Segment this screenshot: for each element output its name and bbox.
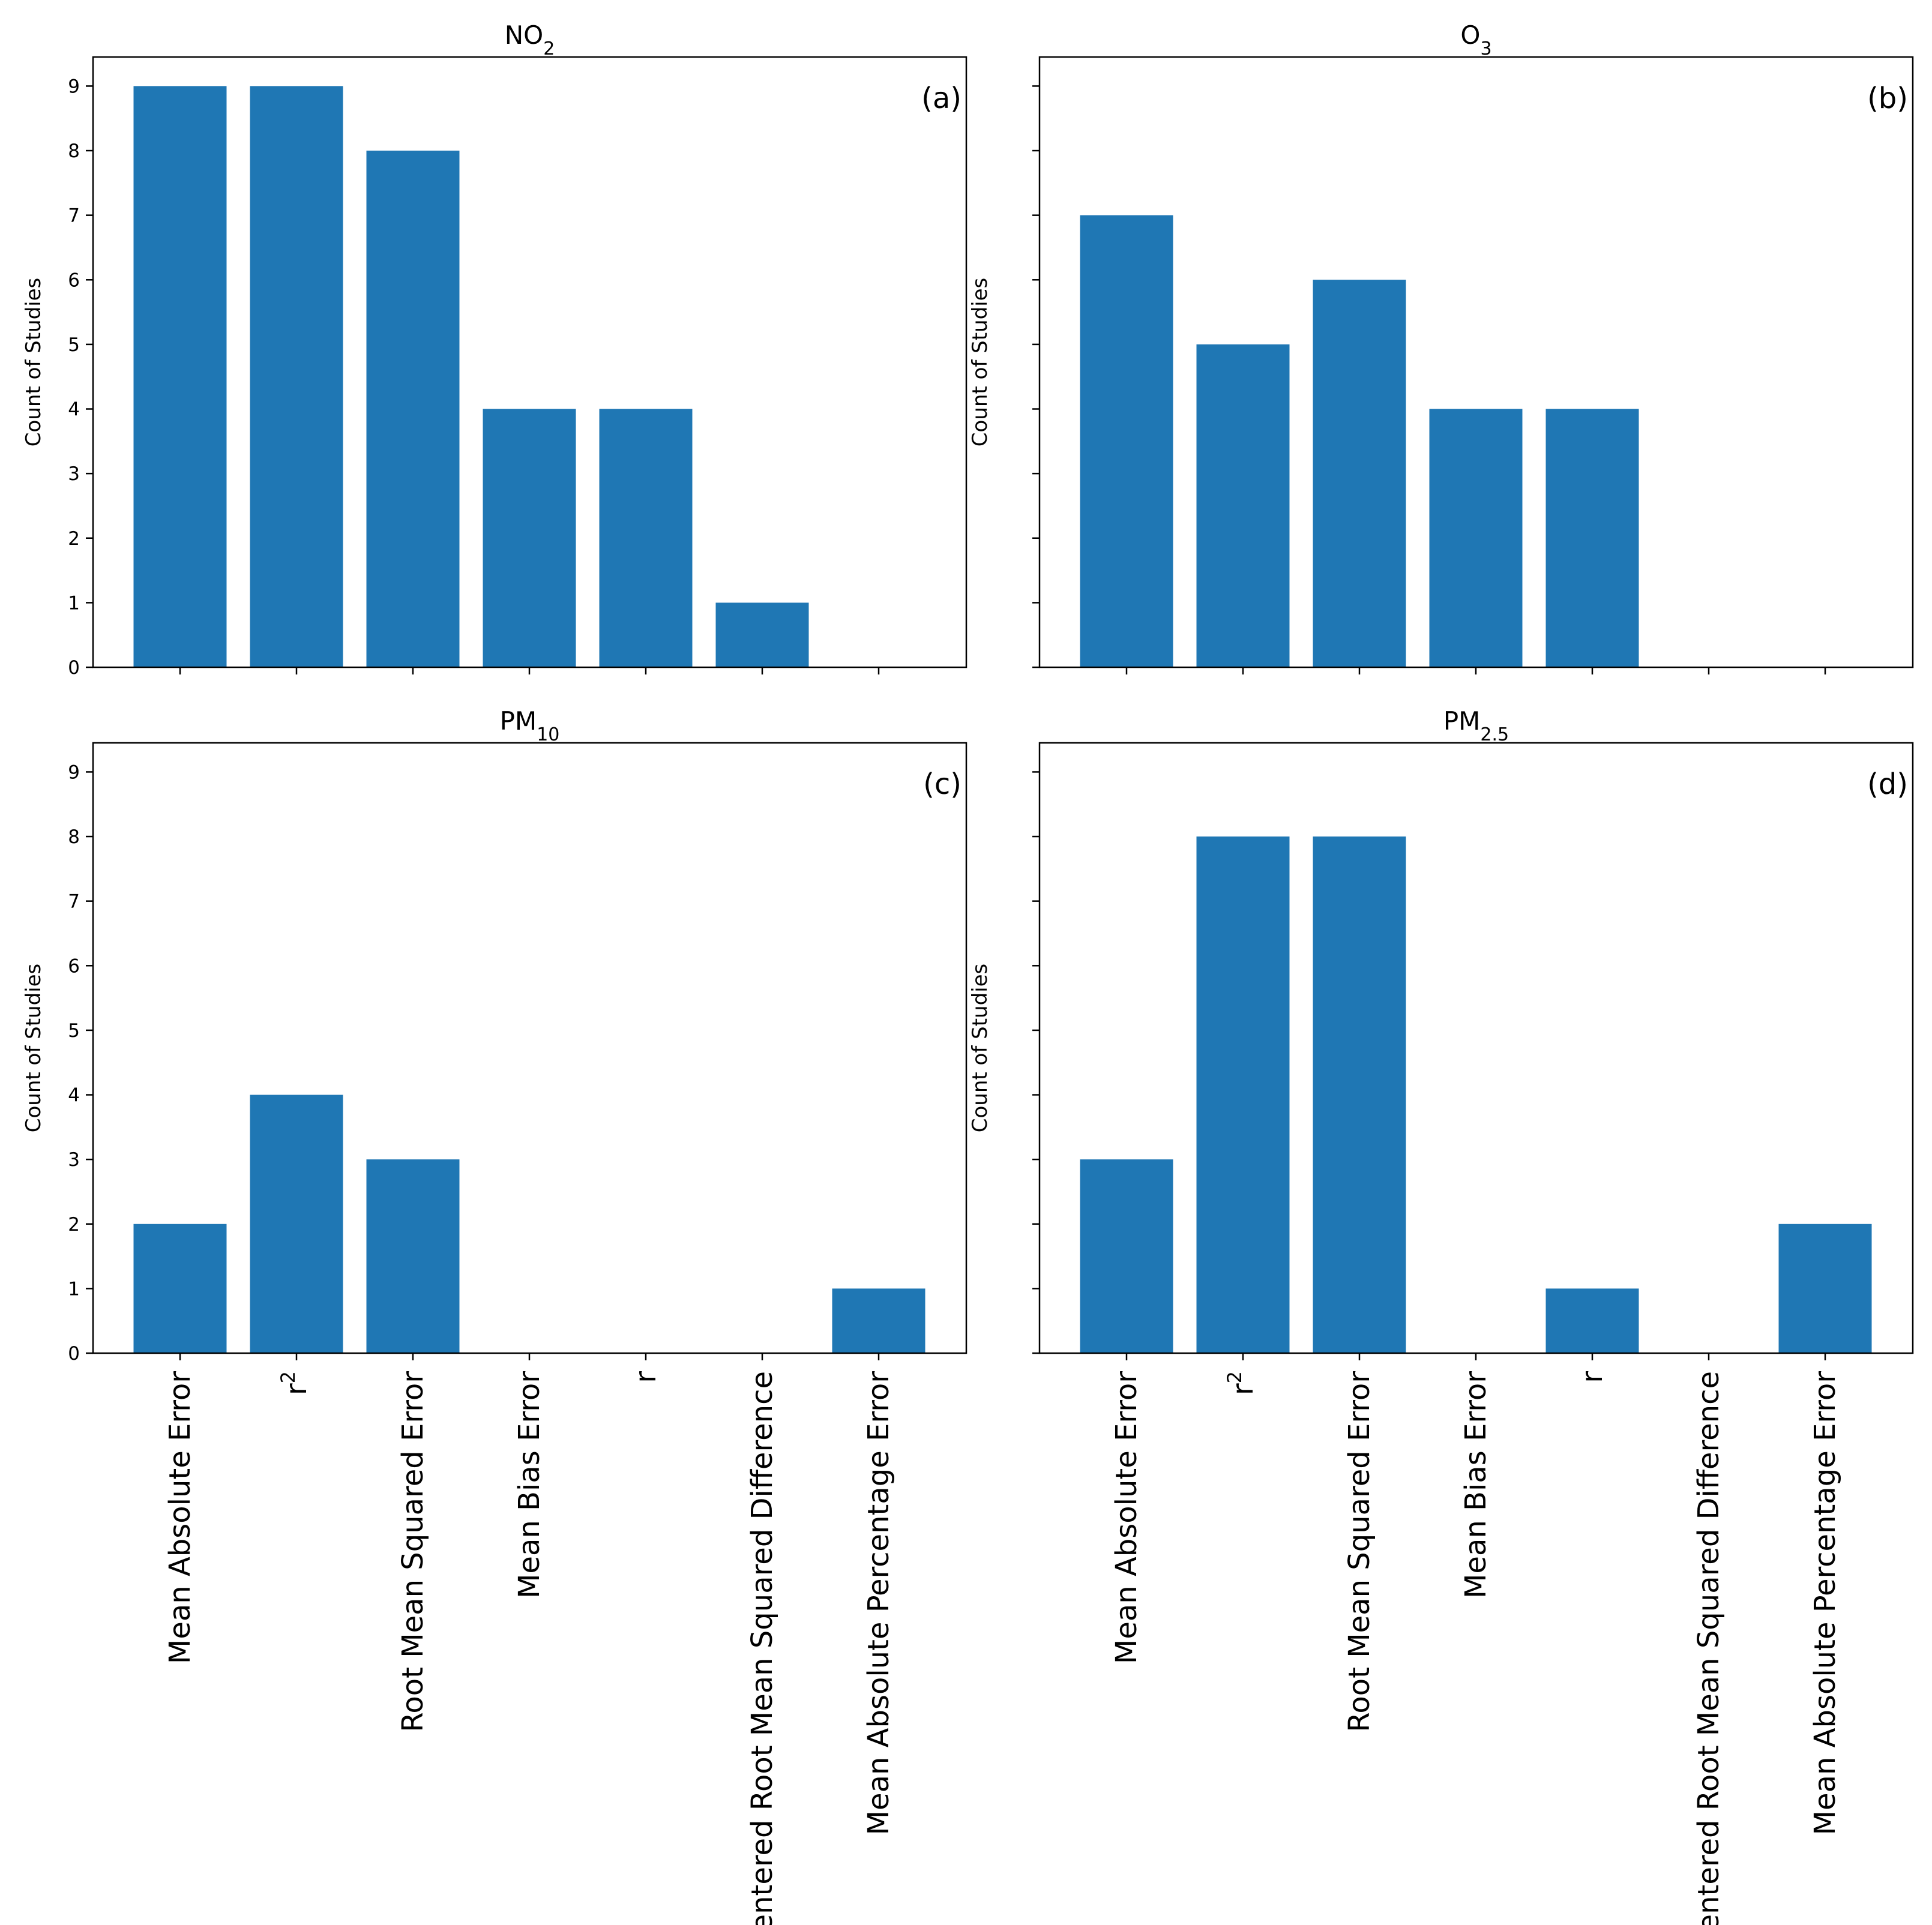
xtick-label-c-5: Centered Root Mean Squared Difference [745,1371,779,1925]
panel-title-b: O3 [1460,20,1491,59]
xtick-label-c-6: Mean Absolute Percentage Error [862,1371,895,1836]
panel-label-c: (c) [923,767,961,801]
bar-a-3 [483,409,576,667]
xtick-label-d-2: Root Mean Squared Error [1343,1371,1376,1732]
bar-c-6 [832,1288,925,1353]
ytick-label-a-6: 6 [68,269,80,291]
bar-d-0 [1080,1159,1173,1353]
ytick-label-c-7: 7 [68,891,80,913]
panel-label-d: (d) [1867,767,1908,801]
panel-b: Count of Studies O3 (b) [968,20,1914,674]
ytick-label-a-5: 5 [68,334,80,356]
xtick-label-d-5: Centered Root Mean Squared Difference [1692,1371,1726,1925]
bar-b-4 [1545,409,1639,667]
xtick-label-d-1: r2 [1223,1371,1260,1395]
ytick-label-c-6: 6 [68,955,80,977]
bar-c-1 [250,1095,343,1353]
xtick-label-d-3: Mean Bias Error [1459,1371,1493,1599]
ytick-label-a-4: 4 [68,399,80,421]
ytick-label-c-8: 8 [68,826,80,848]
ytick-label-c-5: 5 [68,1020,80,1042]
panel-title-c: PM10 [500,706,560,745]
bar-d-2 [1313,836,1406,1353]
ytick-label-a-3: 3 [68,463,80,485]
xtick-label-d-0: Mean Absolute Error [1110,1371,1143,1664]
bar-b-0 [1080,215,1173,668]
ylabel-d: Count of Studies [968,964,992,1132]
bar-a-5 [715,602,809,667]
xtick-label-d-4: r [1575,1371,1609,1383]
ylabel-a: Count of Studies [22,278,46,446]
ytick-label-a-1: 1 [68,592,80,614]
xtick-label-c-1: r2 [277,1371,313,1395]
ytick-label-c-1: 1 [68,1278,80,1300]
ytick-label-a-7: 7 [68,205,80,227]
panel-a: 0 1 2 3 4 5 6 7 8 9 Count of Studies NO2 (a) [22,20,968,679]
xtick-label-d-6: Mean Absolute Percentage Error [1808,1371,1842,1836]
bar-a-2 [366,151,460,668]
xtick-label-c-2: Root Mean Squared Error [396,1371,430,1732]
panel-label-b: (b) [1867,82,1908,115]
panel-label-a: (a) [921,82,961,115]
bar-a-0 [133,86,227,667]
ytick-label-c-0: 0 [68,1343,80,1365]
panel-title-d: PM2.5 [1443,706,1509,745]
ytick-label-a-8: 8 [68,140,80,162]
ytick-label-a-9: 9 [68,76,80,97]
ytick-label-c-4: 4 [68,1085,80,1107]
bar-c-0 [133,1224,227,1353]
bar-a-4 [599,409,693,667]
ylabel-b: Count of Studies [968,278,992,446]
panel-d: Count of Studies Mean Absolute Error r2 Roo… [968,706,1914,1925]
ylabel-c: Count of Studies [22,964,46,1132]
bar-b-2 [1313,280,1406,667]
xtick-label-c-4: r [629,1371,663,1383]
bar-b-3 [1429,409,1523,667]
ytick-label-c-2: 2 [68,1214,80,1236]
xtick-label-c-0: Mean Absolute Error [163,1371,197,1664]
ytick-label-a-2: 2 [68,528,80,550]
xtick-label-c-3: Mean Bias Error [513,1371,546,1599]
panel-title-a: NO2 [505,20,555,59]
panel-c: 0 1 2 3 4 5 6 7 8 9 Count of Studies Mean Absolute … [22,706,968,1925]
bar-a-1 [250,86,343,667]
bar-d-6 [1778,1224,1872,1353]
ytick-label-c-9: 9 [68,761,80,783]
bar-c-2 [366,1159,460,1353]
ytick-label-a-0: 0 [68,657,80,679]
bar-d-4 [1545,1288,1639,1353]
bar-b-1 [1196,344,1290,667]
bar-d-1 [1196,836,1290,1353]
ytick-label-c-3: 3 [68,1149,80,1171]
